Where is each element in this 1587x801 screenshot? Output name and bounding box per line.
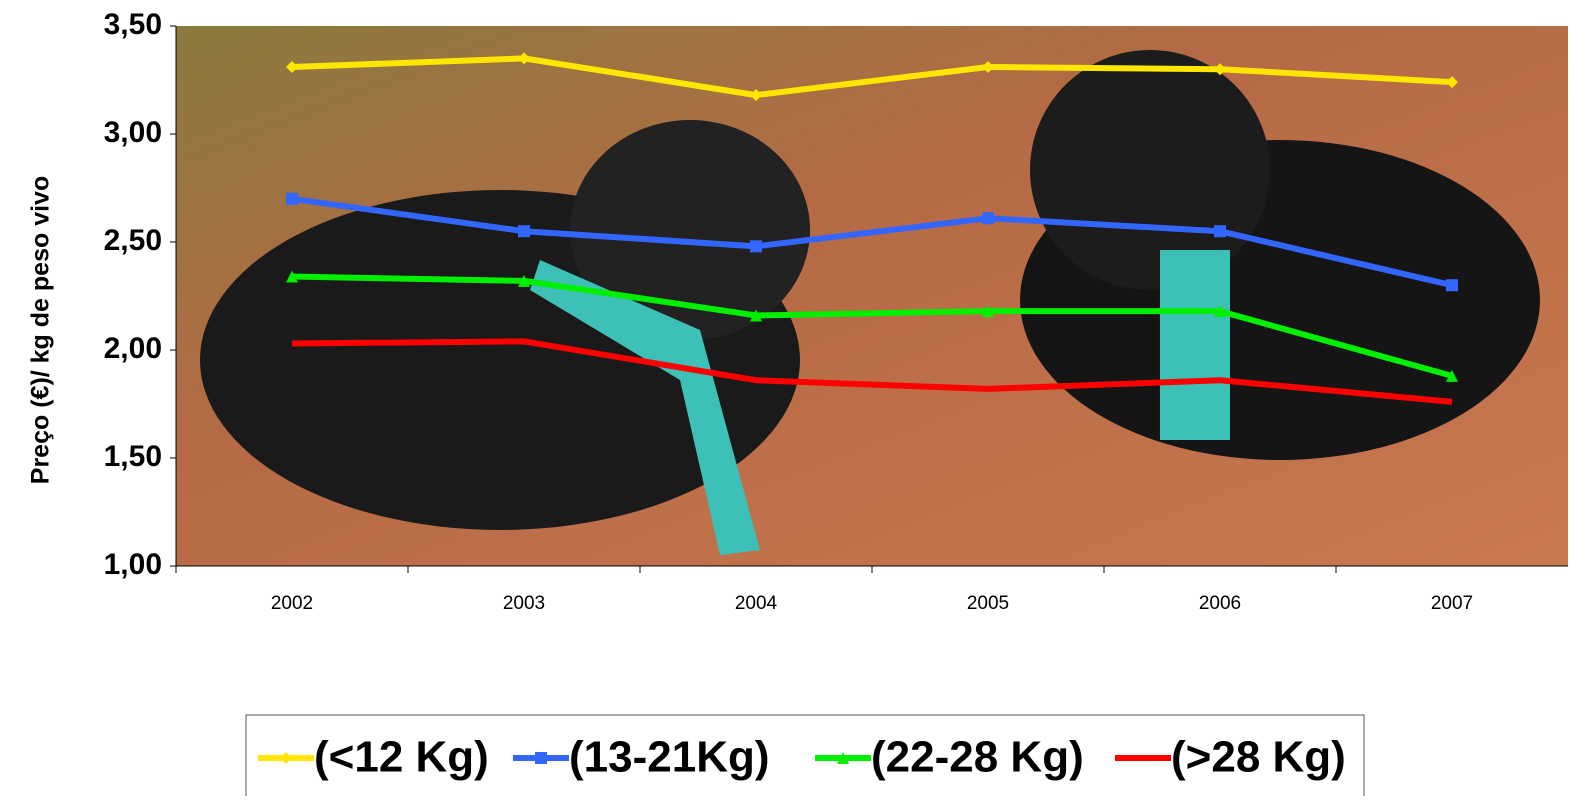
legend-label: (22-28 Kg) <box>871 733 1084 782</box>
y-tick-label: 3,50 <box>104 8 162 41</box>
y-axis-label: Preço (€)/ kg de peso vivo <box>27 176 55 484</box>
y-tick-label: 2,00 <box>104 332 162 365</box>
x-tick-label: 2005 <box>967 593 1009 614</box>
marker <box>535 752 547 764</box>
marker <box>518 225 530 237</box>
marker <box>982 212 994 224</box>
marker <box>750 240 762 252</box>
y-tick-label: 1,50 <box>104 440 162 473</box>
legend-label: (>28 Kg) <box>1171 733 1346 782</box>
page: {"chart_data": {"type": "line", "y_label… <box>0 0 1587 801</box>
y-tick-label: 3,00 <box>104 116 162 149</box>
legend-label: (<12 Kg) <box>314 733 489 782</box>
x-tick-label: 2007 <box>1431 593 1473 614</box>
legend-label: (13-21Kg) <box>569 733 770 782</box>
x-tick-label: 2006 <box>1199 593 1241 614</box>
y-tick-label: 1,00 <box>104 548 162 581</box>
x-tick-label: 2004 <box>735 593 778 614</box>
marker <box>1446 279 1458 291</box>
plot-background <box>176 26 1568 566</box>
marker <box>286 193 298 205</box>
chart: Preço (€)/ kg de peso vivo 1,00 1,50 2,00 2… <box>0 0 1587 796</box>
marker <box>1214 225 1226 237</box>
x-tick-label: 2002 <box>271 593 313 614</box>
x-tick-label: 2003 <box>503 593 545 614</box>
y-tick-label: 2,50 <box>104 224 162 257</box>
